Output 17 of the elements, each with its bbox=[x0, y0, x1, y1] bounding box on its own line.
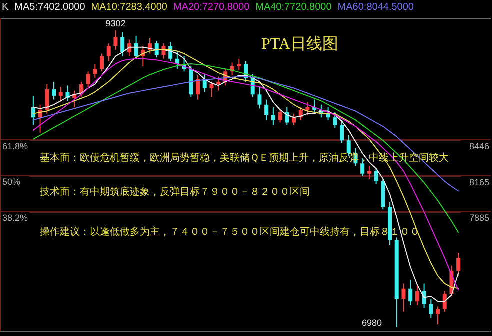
text: PTA日线图 bbox=[262, 35, 338, 53]
y2-tick-label: 38.2% bbox=[2, 213, 28, 224]
y2-tick-label: 50% bbox=[2, 177, 21, 188]
y-tick-label: 8165 bbox=[469, 177, 490, 188]
y2-tick-label: 61.8% bbox=[2, 141, 28, 152]
annotation: 6980 bbox=[362, 318, 382, 328]
y-tick-label: 8446 bbox=[469, 141, 490, 152]
text: MA20:7270.8000 bbox=[173, 2, 250, 13]
annotation: 9302 bbox=[106, 18, 126, 29]
text: MA60:8044.5000 bbox=[338, 2, 414, 13]
annotation: 操作建议：以逢低做多为主，７４００－７５００区间建仓可中线持有，目标８１００ bbox=[40, 226, 420, 238]
annotation: 技术面：有中期筑底迹象，反弹目标７９００－８２００区间 bbox=[39, 186, 310, 198]
text: MA40:7720.8000 bbox=[256, 2, 332, 13]
legend-title: K bbox=[2, 2, 9, 13]
text: MA10:7283.4000 bbox=[91, 2, 168, 13]
text: MA5:7402.0000 bbox=[14, 2, 86, 13]
y-tick-label: 7885 bbox=[469, 213, 490, 224]
